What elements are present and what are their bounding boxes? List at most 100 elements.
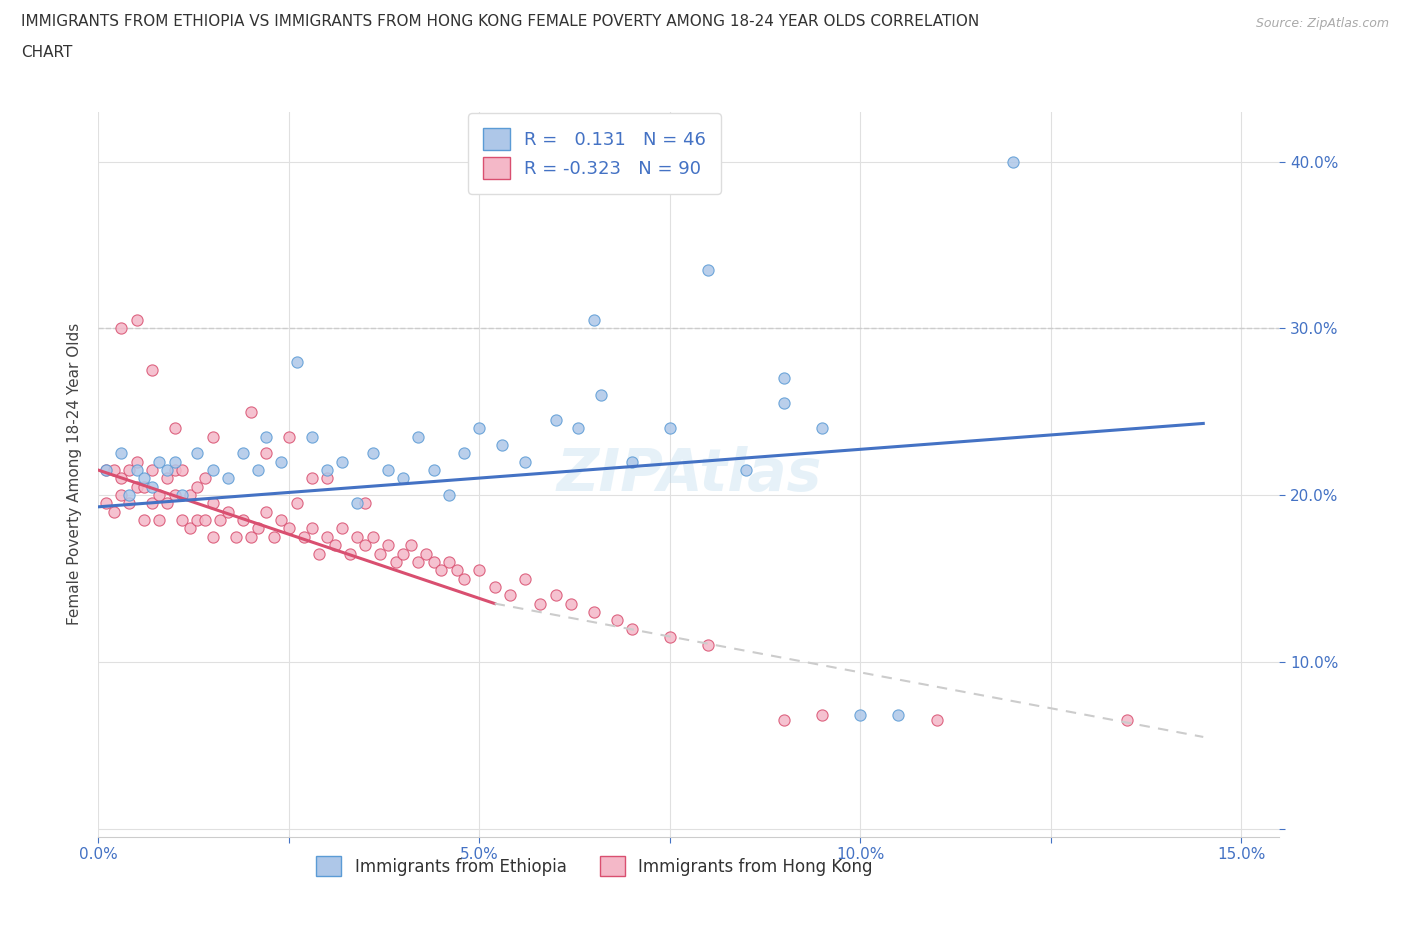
Point (468, 421, 491, 436)
Point (163, 463, 186, 478)
Text: IMMIGRANTS FROM ETHIOPIA VS IMMIGRANTS FROM HONG KONG FEMALE POVERTY AMONG 18-24: IMMIGRANTS FROM ETHIOPIA VS IMMIGRANTS F… (21, 14, 980, 29)
Point (346, 496, 368, 511)
Point (163, 455, 186, 470)
Point (316, 471, 339, 485)
Point (292, 529, 315, 544)
Point (346, 529, 368, 544)
Point (1001, 154, 1024, 169)
Point (468, 563, 491, 578)
Point (392, 471, 415, 485)
Point (399, 538, 422, 552)
Point (217, 471, 239, 485)
Point (567, 421, 589, 436)
Point (194, 471, 217, 485)
Point (125, 479, 148, 494)
Point (491, 438, 513, 453)
Legend: Immigrants from Ethiopia, Immigrants from Hong Kong: Immigrants from Ethiopia, Immigrants fro… (309, 849, 879, 884)
Point (270, 512, 292, 527)
Point (735, 463, 758, 478)
Point (270, 455, 292, 470)
Point (925, 712, 948, 727)
Point (163, 421, 186, 436)
Point (172, 463, 194, 478)
Point (201, 430, 224, 445)
Point (560, 596, 582, 611)
Point (513, 571, 536, 586)
Point (339, 546, 361, 561)
Point (1116, 712, 1139, 727)
Point (591, 388, 613, 403)
Point (606, 613, 628, 628)
Point (529, 596, 551, 611)
Point (316, 529, 339, 544)
Point (239, 405, 262, 419)
Point (582, 312, 605, 327)
Point (453, 571, 475, 586)
Point (172, 487, 194, 502)
Point (141, 496, 163, 511)
Point (354, 538, 377, 552)
Point (263, 529, 285, 544)
Point (186, 479, 208, 494)
Point (301, 430, 323, 445)
Point (422, 463, 444, 478)
Point (201, 463, 224, 478)
Point (773, 396, 796, 411)
Point (94, 463, 117, 478)
Point (330, 455, 353, 470)
Point (201, 496, 224, 511)
Point (118, 463, 141, 478)
Point (620, 455, 643, 470)
Text: Source: ZipAtlas.com: Source: ZipAtlas.com (1256, 17, 1389, 30)
Point (247, 463, 270, 478)
Point (658, 630, 681, 644)
Point (301, 521, 323, 536)
Point (201, 529, 224, 544)
Point (301, 471, 323, 485)
Point (849, 708, 872, 723)
Text: CHART: CHART (21, 45, 73, 60)
Point (125, 463, 148, 478)
Point (415, 546, 437, 561)
Point (134, 512, 156, 527)
Point (103, 463, 125, 478)
Point (361, 529, 384, 544)
Point (239, 529, 262, 544)
Point (254, 430, 277, 445)
Point (773, 712, 796, 727)
Point (513, 455, 536, 470)
Point (110, 471, 132, 485)
Point (148, 487, 170, 502)
Point (148, 455, 170, 470)
Point (316, 463, 339, 478)
Point (499, 588, 522, 603)
Point (110, 321, 132, 336)
Point (811, 421, 834, 436)
Point (232, 446, 254, 461)
Y-axis label: Female Poverty Among 18-24 Year Olds: Female Poverty Among 18-24 Year Olds (66, 324, 82, 626)
Point (118, 487, 141, 502)
Point (408, 554, 430, 569)
Point (422, 554, 444, 569)
Point (156, 496, 179, 511)
Point (277, 521, 299, 536)
Point (430, 563, 453, 578)
Point (453, 446, 475, 461)
Point (811, 708, 834, 723)
Point (103, 504, 125, 519)
Point (330, 521, 353, 536)
Point (186, 512, 208, 527)
Point (125, 455, 148, 470)
Point (141, 479, 163, 494)
Point (377, 463, 399, 478)
Point (254, 446, 277, 461)
Point (247, 521, 270, 536)
Point (94, 463, 117, 478)
Point (620, 621, 643, 636)
Point (254, 504, 277, 519)
Point (118, 496, 141, 511)
Point (582, 604, 605, 619)
Point (148, 512, 170, 527)
Point (446, 563, 468, 578)
Point (408, 430, 430, 445)
